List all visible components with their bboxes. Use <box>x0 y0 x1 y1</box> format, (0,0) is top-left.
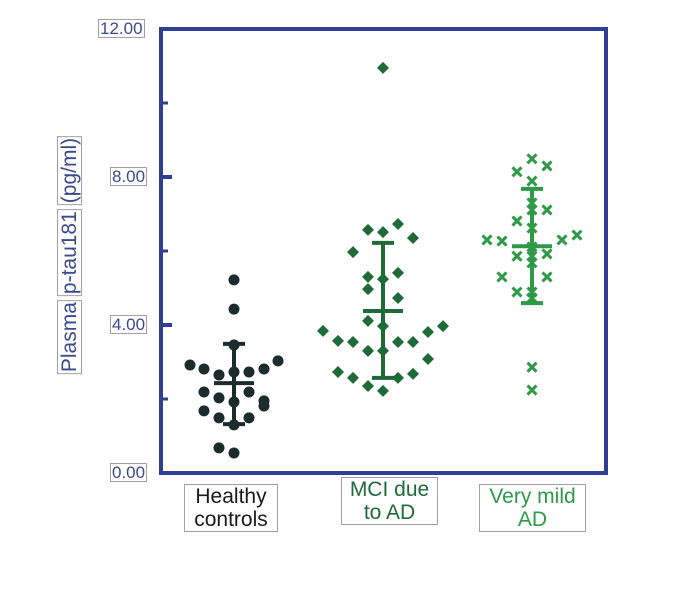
data-point-circle <box>272 355 284 367</box>
data-point-diamond <box>317 324 329 337</box>
data-point-x <box>481 234 493 246</box>
y-tick-label-0: 0.00 <box>110 463 148 482</box>
data-point-x <box>511 215 523 227</box>
data-point-circle <box>228 396 240 408</box>
data-point-diamond <box>347 336 359 349</box>
data-point-diamond <box>362 314 374 327</box>
data-point-x <box>556 234 568 246</box>
data-point-circle <box>198 405 210 417</box>
data-point-diamond <box>362 223 374 236</box>
data-point-diamond <box>392 266 404 279</box>
x-category-label-very-mild: Very mild AD <box>479 484 586 532</box>
data-point-diamond <box>362 270 374 283</box>
data-point-diamond <box>347 246 359 259</box>
data-point-x <box>541 160 553 172</box>
data-point-circle <box>228 366 240 378</box>
data-point-x <box>541 248 553 260</box>
data-point-x <box>511 250 523 262</box>
data-point-x <box>526 361 538 373</box>
data-point-diamond <box>422 353 434 366</box>
data-point-diamond <box>422 326 434 339</box>
y-axis-label-part: p-tau181 <box>57 209 82 297</box>
y-tick-label-4: 4.00 <box>110 315 148 334</box>
data-point-x <box>496 271 508 283</box>
data-point-circle <box>213 412 225 424</box>
data-point-diamond <box>362 283 374 296</box>
data-point-circle <box>228 339 240 351</box>
label-line: to AD <box>363 501 416 524</box>
data-point-circle <box>198 386 210 398</box>
data-point-diamond <box>437 320 449 333</box>
data-point-diamond <box>332 365 344 378</box>
data-point-x <box>511 286 523 298</box>
data-point-x <box>541 204 553 216</box>
x-category-label-mci: MCI due to AD <box>341 477 438 525</box>
data-point-x <box>526 204 538 216</box>
data-point-diamond <box>377 61 389 74</box>
y-tick-label-12: 12.00 <box>98 19 145 38</box>
data-point-diamond <box>392 336 404 349</box>
y-axis-label-part: (pg/ml) <box>57 135 82 206</box>
data-point-x <box>571 229 583 241</box>
y-axis-label-part: Plasma <box>57 300 82 375</box>
data-point-circle <box>228 303 240 315</box>
data-point-x <box>511 166 523 178</box>
data-point-circle <box>213 392 225 404</box>
data-point-circle <box>228 447 240 459</box>
data-point-x <box>526 292 538 304</box>
data-point-circle <box>258 363 270 375</box>
y-tick-label-8: 8.00 <box>110 167 148 186</box>
data-point-diamond <box>347 371 359 384</box>
data-point-diamond <box>377 226 389 239</box>
data-point-diamond <box>407 336 419 349</box>
data-point-x <box>526 241 538 253</box>
label-line: AD <box>517 508 548 531</box>
data-point-circle <box>228 419 240 431</box>
data-point-x <box>526 175 538 187</box>
data-point-circle <box>228 274 240 286</box>
data-point-diamond <box>377 273 389 286</box>
data-point-circle <box>243 412 255 424</box>
data-point-x <box>526 384 538 396</box>
data-point-diamond <box>392 291 404 304</box>
data-point-diamond <box>407 232 419 245</box>
data-point-circle <box>213 369 225 381</box>
y-axis-label: Plasma p-tau181 (pg/ml) <box>55 100 85 410</box>
data-point-diamond <box>377 384 389 397</box>
data-point-x <box>541 271 553 283</box>
data-point-circle <box>243 366 255 378</box>
data-point-diamond <box>407 367 419 380</box>
data-point-diamond <box>332 334 344 347</box>
data-point-circle <box>258 400 270 412</box>
label-line: Healthy <box>195 485 267 508</box>
label-line: Very mild <box>489 485 576 508</box>
data-point-diamond <box>392 371 404 384</box>
data-point-diamond <box>362 380 374 393</box>
data-point-x <box>526 257 538 269</box>
label-line: controls <box>194 508 268 531</box>
data-point-circle <box>184 359 196 371</box>
data-point-diamond <box>377 344 389 357</box>
data-point-x <box>526 222 538 234</box>
data-point-diamond <box>362 344 374 357</box>
x-category-label-healthy: Healthy controls <box>184 484 278 532</box>
label-line: MCI due <box>349 478 430 501</box>
data-point-x <box>496 235 508 247</box>
data-point-circle <box>243 386 255 398</box>
data-point-x <box>526 153 538 165</box>
data-point-diamond <box>377 320 389 333</box>
data-point-circle <box>198 363 210 375</box>
data-point-circle <box>213 442 225 454</box>
data-point-diamond <box>392 217 404 230</box>
